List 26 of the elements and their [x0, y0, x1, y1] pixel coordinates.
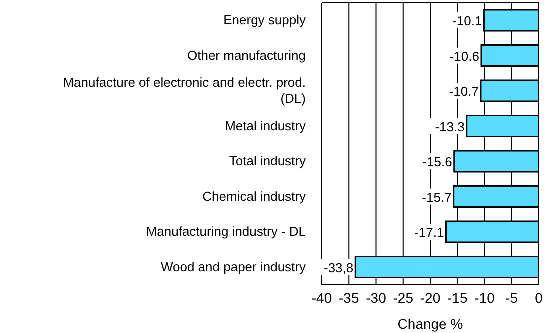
- y-tick-label: Manufacture of electronic and electr. prod. (DL): [63, 75, 306, 106]
- data-label: -17.1: [414, 225, 444, 240]
- data-label: -15.6: [422, 154, 452, 170]
- x-tick-label: -30: [366, 290, 387, 306]
- data-label: -13.3: [435, 119, 465, 134]
- data-label: -10.6: [450, 48, 480, 64]
- y-tick-label: Manufacturing industry - DL: [146, 224, 306, 240]
- data-label: -10.1: [452, 14, 482, 29]
- x-tick-label: -25: [393, 290, 414, 306]
- data-label: -15.7: [422, 190, 452, 205]
- x-axis-title: Change %: [398, 316, 464, 332]
- y-tick-label: Wood and paper industry: [160, 259, 306, 274]
- x-tick-label: -10: [474, 290, 496, 306]
- x-tick-label: 0: [535, 290, 544, 306]
- x-tick-label: -35: [339, 290, 360, 306]
- y-tick-label: Chemical industry: [202, 188, 306, 204]
- x-tick-label: -20: [420, 290, 441, 306]
- x-tick-label: -40: [312, 290, 332, 306]
- x-tick-label: -5: [506, 290, 518, 306]
- y-tick-label: Energy supply: [224, 12, 306, 28]
- data-label: -10.7: [449, 84, 479, 100]
- y-tick-label: Other manufacturing: [187, 48, 306, 63]
- x-tick-label: -15: [448, 290, 468, 306]
- y-tick-label: Metal industry: [225, 118, 306, 134]
- y-tick-label: Total industry: [229, 154, 306, 169]
- data-label: -33,8: [324, 260, 354, 276]
